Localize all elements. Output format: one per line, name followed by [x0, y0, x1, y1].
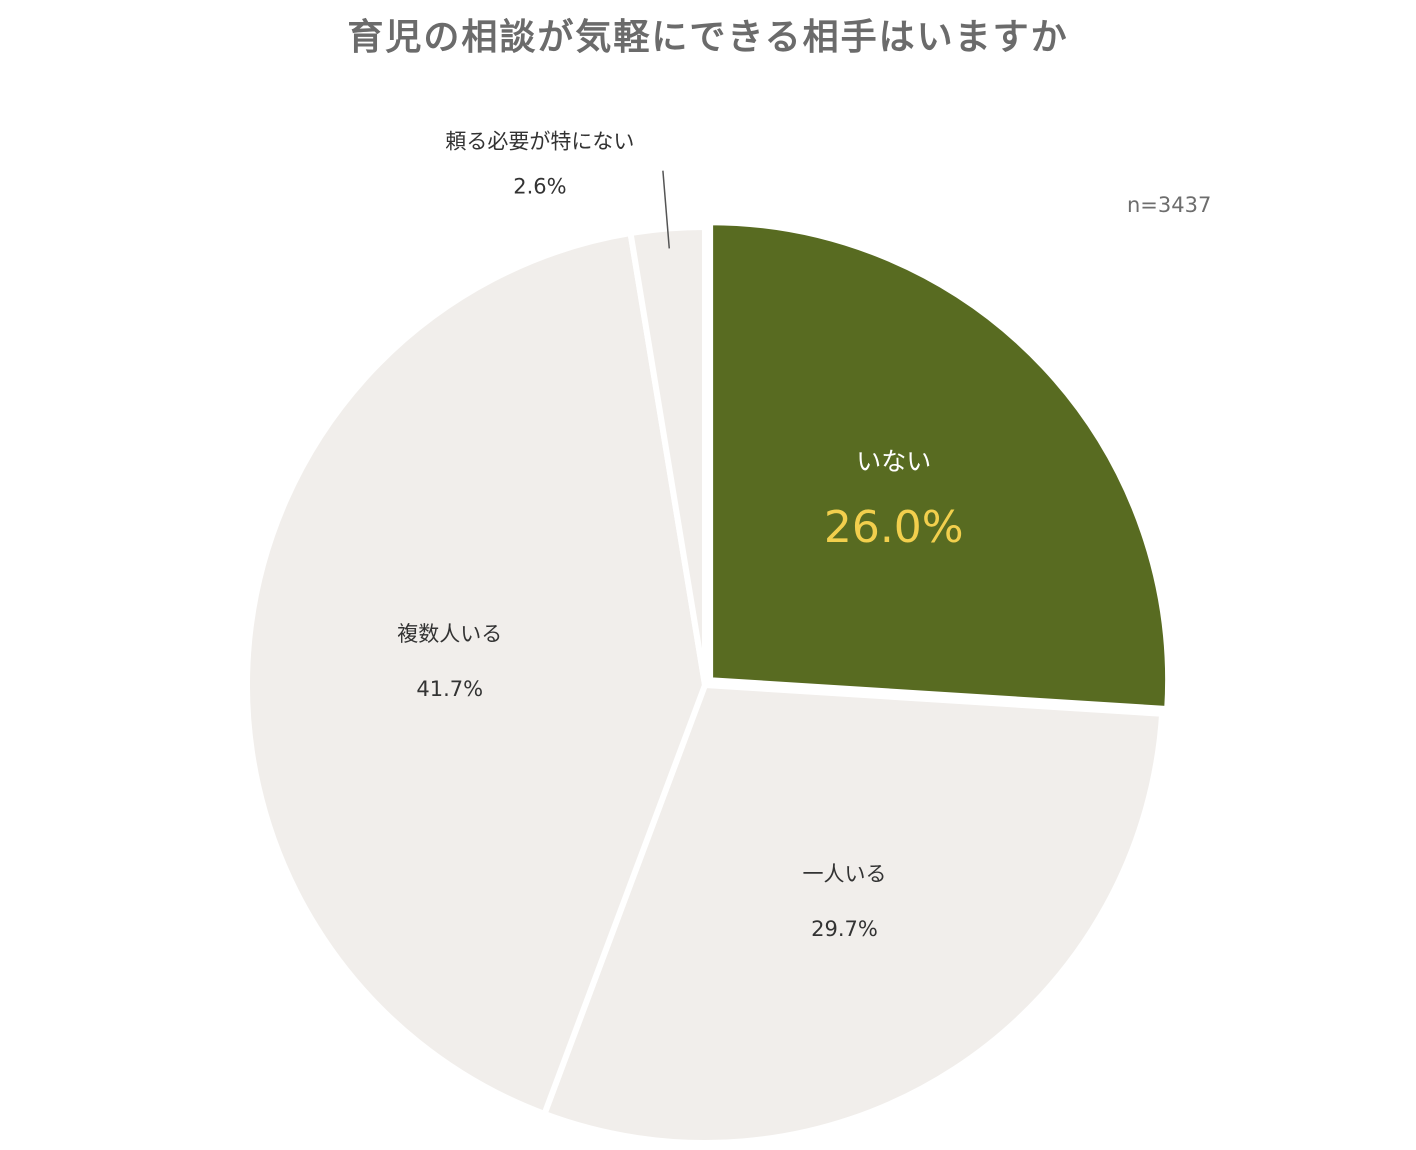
pie-labels: いない 26.0% 一人いる 29.7% 複数人いる 41.7% 頼る必要が特にない 2.6%	[397, 130, 963, 942]
slice-label-name-3: 複数人いる	[397, 622, 502, 646]
pie-leader-lines	[662, 170, 671, 249]
pie-slices	[244, 219, 1172, 1146]
chart-title: 育児の相談が気軽にできる相手はいますか	[347, 17, 1069, 58]
slice-label-value-2: 29.7%	[811, 917, 878, 941]
slice-label-value-1: 26.0%	[824, 502, 964, 553]
slice-label-name-2: 一人いる	[802, 862, 886, 886]
slice-label-value-4: 2.6%	[513, 175, 566, 199]
pie-slice-1	[707, 219, 1172, 713]
sample-size-label: n=3437	[1127, 193, 1212, 217]
pie-slice-2	[540, 681, 1166, 1146]
slice-label-value-3: 41.7%	[416, 677, 483, 701]
leader-line-4	[662, 170, 671, 249]
slice-label-name-4: 頼る必要が特にない	[445, 130, 634, 154]
slice-label-name-1: いない	[856, 447, 931, 476]
pie-slice-3	[244, 229, 709, 1118]
